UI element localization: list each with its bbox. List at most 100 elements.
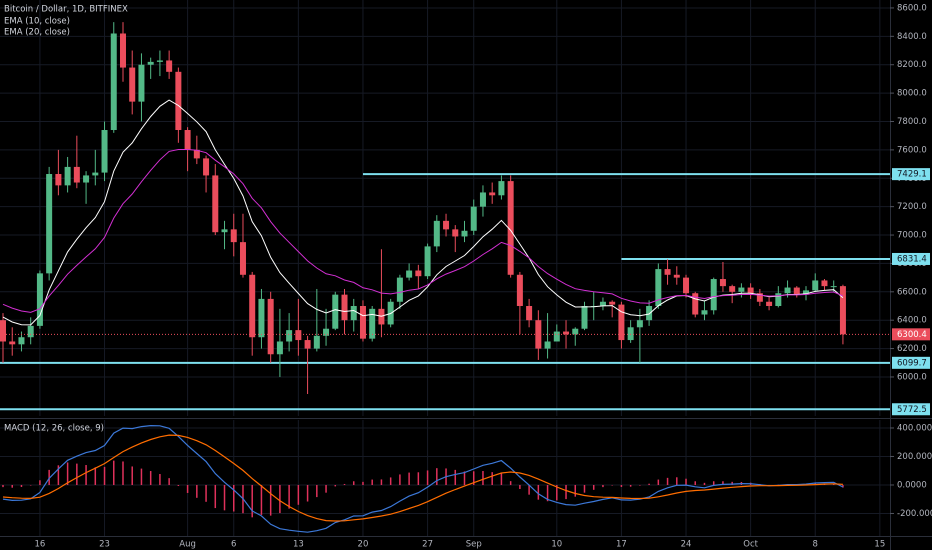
candle-body bbox=[452, 229, 459, 237]
histogram-bar bbox=[57, 465, 60, 485]
candle-body bbox=[46, 174, 53, 274]
chart-title: Bitcoin / Dollar, 1D, BITFINEX bbox=[4, 5, 128, 15]
histogram-bar bbox=[463, 471, 466, 485]
x-tick-label: 13 bbox=[293, 540, 304, 550]
candle-body bbox=[286, 330, 293, 342]
candle-body bbox=[729, 286, 736, 292]
histogram-bar bbox=[113, 460, 115, 485]
y-tick-label: 6200.0 bbox=[897, 344, 927, 354]
histogram-bar bbox=[76, 463, 78, 485]
last-price-box bbox=[892, 328, 930, 341]
candle-body bbox=[18, 337, 25, 345]
histogram-bar bbox=[620, 484, 623, 487]
candle-body bbox=[784, 287, 791, 294]
candle-body bbox=[9, 341, 16, 345]
histogram-bar bbox=[472, 471, 475, 485]
x-tick-label: Aug bbox=[179, 540, 196, 550]
histogram-bar bbox=[233, 484, 235, 512]
plot bbox=[0, 22, 890, 533]
histogram-bar bbox=[426, 470, 429, 485]
x-tick-label: 27 bbox=[422, 540, 433, 550]
candle-body bbox=[101, 130, 108, 173]
candle-body bbox=[359, 306, 366, 339]
candle-body bbox=[258, 298, 265, 338]
candle-body bbox=[249, 274, 256, 338]
histogram-bar bbox=[269, 484, 272, 516]
candle-body bbox=[138, 64, 145, 102]
candle-body bbox=[563, 331, 570, 335]
histogram-bar bbox=[685, 478, 687, 485]
y-tick-label: 7200.0 bbox=[897, 202, 927, 212]
candle-body bbox=[83, 175, 90, 183]
candle-body bbox=[793, 287, 800, 295]
line-series bbox=[2, 434, 843, 522]
level-label: 5772.5 bbox=[897, 405, 927, 415]
candle-body bbox=[646, 306, 653, 321]
x-tick-label: 20 bbox=[358, 540, 369, 550]
histogram-bar bbox=[149, 471, 152, 485]
candle-body bbox=[332, 294, 339, 329]
histogram-bar bbox=[177, 484, 180, 486]
candle-body bbox=[719, 279, 726, 287]
candle-body bbox=[461, 230, 468, 237]
level-label: 6831.4 bbox=[897, 254, 927, 264]
histogram-bar bbox=[251, 484, 253, 518]
candle-body bbox=[203, 158, 210, 176]
histogram-bar bbox=[408, 472, 410, 485]
candle-body bbox=[267, 298, 274, 355]
histogram-bar bbox=[694, 481, 696, 485]
line-series bbox=[2, 99, 844, 326]
legend-entry: EMA (20, close) bbox=[4, 28, 70, 38]
candle-body bbox=[839, 286, 846, 335]
histogram-bar bbox=[565, 484, 567, 500]
candle-body bbox=[636, 320, 643, 328]
candle-body bbox=[470, 206, 477, 231]
candle-body bbox=[193, 149, 200, 159]
line-series bbox=[2, 149, 844, 313]
x-tick-label: 17 bbox=[616, 540, 627, 550]
candle-body bbox=[664, 269, 671, 275]
candle-body bbox=[516, 274, 523, 307]
x-tick-label: Sep bbox=[466, 540, 482, 550]
candle-body bbox=[36, 273, 43, 326]
histogram-bar bbox=[602, 484, 604, 488]
candle-body bbox=[73, 166, 80, 183]
histogram-bar bbox=[509, 481, 512, 485]
candle-body bbox=[27, 325, 34, 338]
histogram-bar bbox=[223, 484, 226, 511]
histogram-bar bbox=[325, 484, 327, 493]
candle-body bbox=[369, 308, 376, 339]
histogram-bar bbox=[417, 472, 420, 485]
histogram-bar bbox=[168, 478, 170, 485]
candle-body bbox=[55, 174, 62, 186]
y-tick-label: 7600.0 bbox=[897, 145, 927, 155]
histogram-bar bbox=[639, 484, 641, 486]
candle-body bbox=[803, 290, 810, 295]
axis: 16 23 Aug 6 13 20 27 Sep 10 17 24 Oct 8 15 6000.0 6200.… bbox=[35, 3, 932, 549]
y-tick-label: 400.0000 bbox=[897, 423, 932, 433]
candle-body bbox=[443, 220, 450, 230]
candle-body bbox=[341, 294, 348, 321]
histogram-bar bbox=[519, 484, 521, 489]
histogram-bar bbox=[482, 471, 484, 485]
x-tick-label: Oct bbox=[743, 540, 758, 550]
histogram-bar bbox=[666, 477, 669, 485]
candle-body bbox=[221, 229, 228, 233]
candle-body bbox=[396, 277, 403, 302]
candle-body bbox=[618, 304, 625, 341]
histogram-bar bbox=[629, 484, 632, 487]
candle-body bbox=[184, 130, 191, 150]
histogram-bar bbox=[131, 466, 133, 485]
candle-body bbox=[535, 320, 542, 349]
candle-body bbox=[0, 320, 6, 342]
histogram-bar bbox=[2, 484, 4, 488]
histogram-bar bbox=[29, 484, 32, 486]
candle-body bbox=[239, 242, 246, 275]
candle-body bbox=[738, 287, 745, 292]
histogram-bar bbox=[703, 482, 706, 485]
candle-body bbox=[544, 341, 551, 349]
histogram-bar bbox=[389, 477, 392, 485]
histogram-bar bbox=[436, 468, 438, 485]
y-tick-label: 6600.0 bbox=[897, 287, 927, 297]
